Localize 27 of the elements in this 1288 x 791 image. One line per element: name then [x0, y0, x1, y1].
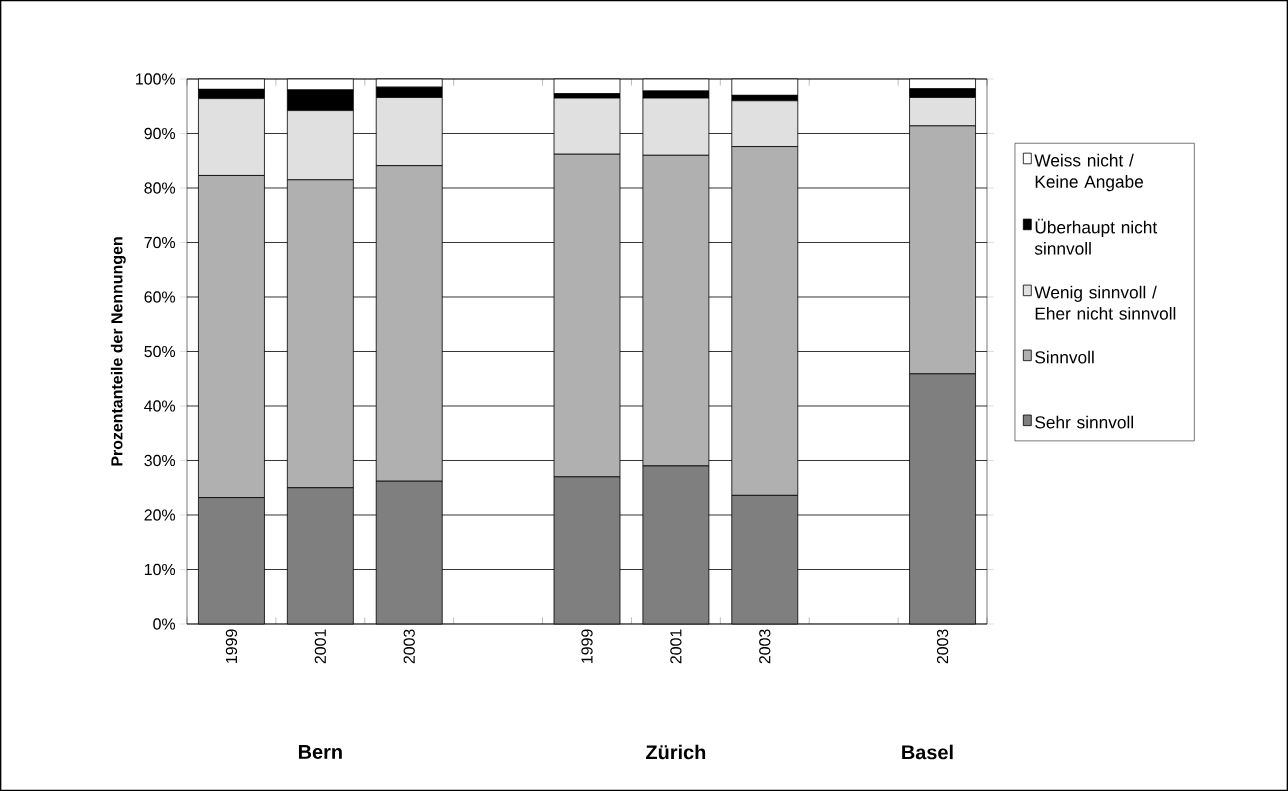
legend-label: Sinnvoll [1035, 350, 1094, 364]
y-tick-label: 90% [144, 127, 176, 140]
y-tick-label: 70% [144, 236, 176, 249]
y-tick-label: 50% [144, 345, 176, 358]
x-tick-label: 2003 [403, 629, 415, 664]
y-tick-label: 20% [144, 509, 176, 521]
x-tick-label: 2001 [670, 629, 682, 664]
y-tick-label: 0% [153, 618, 176, 630]
y-tick-label: 100% [136, 73, 176, 85]
legend-label: Überhaupt nicht sinnvoll [1034, 218, 1158, 255]
y-tick-label: 30% [144, 454, 176, 467]
y-tick-label: 60% [144, 291, 176, 303]
legend-label: Wenig sinnvoll / Eher nicht sinnvoll [1034, 285, 1176, 320]
legend-label: Sehr sinnvoll [1035, 415, 1133, 429]
x-tick-label: 2003 [759, 629, 771, 664]
text: Zürich [646, 744, 706, 760]
x-tick-label: 1999 [225, 629, 238, 663]
x-tick-label: 2001 [314, 629, 326, 664]
text: Bern [298, 745, 342, 759]
text: Basel [902, 744, 953, 760]
y-tick-label: 80% [144, 182, 176, 194]
legend-label: Weiss nicht / Keine Angabe [1034, 153, 1144, 192]
x-tick-label: 2003 [936, 629, 949, 664]
y-axis-title: Prozentanteile der Nennungen [110, 237, 126, 466]
y-tick-label: 40% [144, 400, 176, 412]
x-tick-label: 1999 [581, 629, 593, 663]
y-tick-label: 10% [144, 563, 176, 576]
